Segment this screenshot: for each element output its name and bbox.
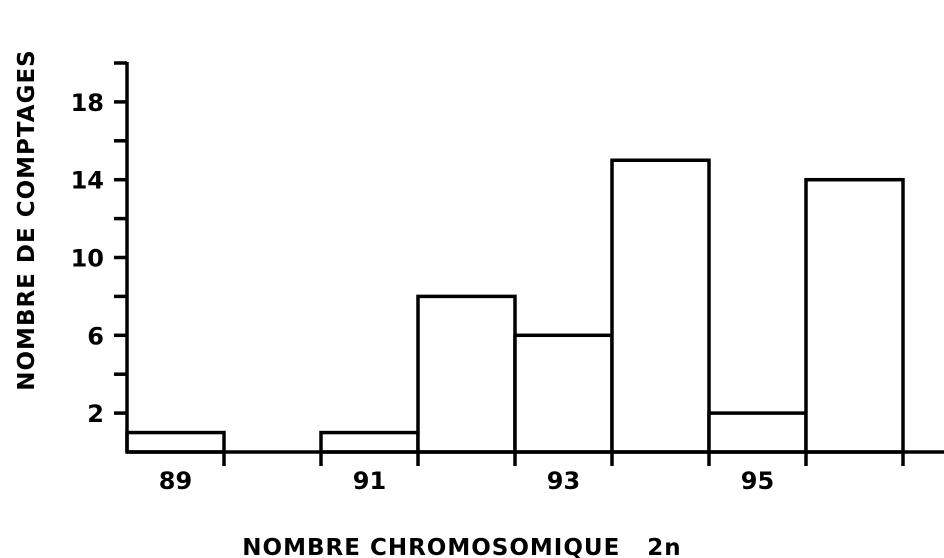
x-tick-label-91: 91 <box>353 467 386 495</box>
bar-95 <box>707 411 808 454</box>
x-tick-label-89: 89 <box>159 467 192 495</box>
y-tick-label-14: 14 <box>71 167 104 195</box>
x-tick-label-93: 93 <box>547 467 580 495</box>
bar-94 <box>610 158 711 454</box>
x-axis-title: NOMBRE CHROMOSOMIQUE 2n <box>242 535 681 558</box>
bar-93 <box>513 333 614 454</box>
bar-91 <box>319 430 420 454</box>
y-axis-title: NOMBRE DE COMPTAGES <box>14 49 40 391</box>
bars-group <box>125 158 905 454</box>
x-tick-label-95: 95 <box>741 467 774 495</box>
y-tick-label-6: 6 <box>87 322 104 350</box>
y-tick-label-10: 10 <box>71 245 104 273</box>
bar-96 <box>804 177 905 454</box>
x-ticks-group: 89 91 93 95 <box>159 452 905 495</box>
bar-92 <box>416 294 517 454</box>
y-ticks-group: 2 6 10 14 18 <box>71 61 127 428</box>
y-tick-label-2: 2 <box>87 400 104 428</box>
y-tick-label-18: 18 <box>71 89 104 117</box>
bar-89 <box>125 430 226 454</box>
